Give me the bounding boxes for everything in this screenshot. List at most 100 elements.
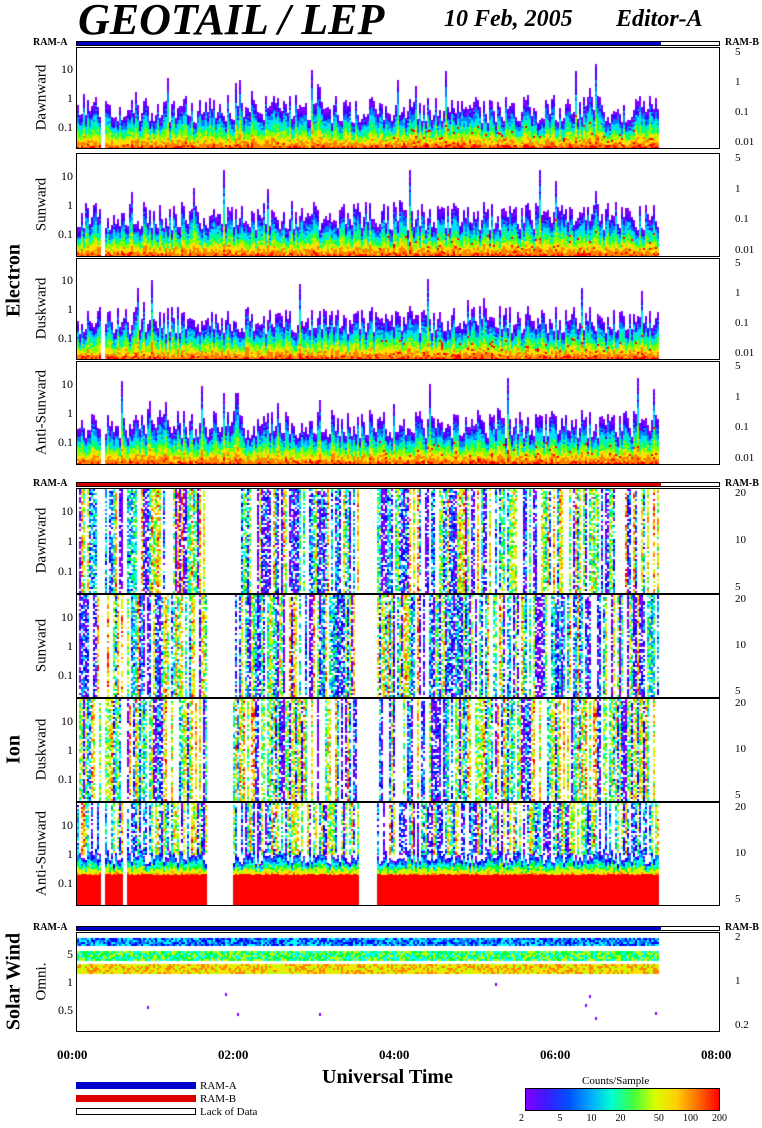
ram-left-label: RAM-A (33, 922, 68, 933)
left-tick-label: 10 (61, 713, 73, 728)
left-tick-label: 1 (67, 198, 73, 212)
left-tick-label: 0.1 (58, 435, 73, 450)
right-tick-label: 5 (735, 152, 741, 164)
date-label: 10 Feb, 2005 (444, 6, 573, 32)
colorbar (525, 1088, 720, 1111)
panel-label: Sunward (33, 618, 50, 673)
right-tick-label: 5 (735, 685, 741, 697)
right-tick-label: 5 (735, 789, 741, 801)
legend-swatch-lack-of-data (76, 1108, 196, 1115)
x-tick-label: 02:00 (218, 1047, 249, 1062)
spectrogram-panel (76, 488, 720, 594)
right-tick-label: 10 (735, 847, 746, 859)
spectrogram-image (77, 259, 719, 359)
colorbar-tick-label: 100 (682, 1113, 698, 1124)
ram-right-label: RAM-B (725, 922, 759, 933)
right-tick-label: 20 (735, 801, 746, 813)
ram-status-bar (76, 482, 720, 487)
colorbar-tick-label: 10 (586, 1113, 597, 1124)
spectrogram-image (77, 699, 719, 801)
ram-left-label: RAM-A (33, 478, 68, 489)
right-tick-label: 0.01 (735, 244, 755, 256)
right-tick-label: 5 (735, 893, 741, 905)
right-tick-label: 1 (735, 975, 741, 987)
ram-right-label: RAM-B (725, 37, 759, 48)
left-tick-label: 5 (67, 947, 73, 961)
left-tick-label: 10 (61, 376, 73, 391)
ram-status-fill (77, 42, 661, 45)
left-tick-label: 0.1 (58, 564, 73, 578)
spectrogram-panel (76, 698, 720, 802)
spectrogram-panel (76, 361, 720, 465)
right-tick-label: 0.2 (735, 1019, 749, 1031)
spectrogram-image (77, 489, 719, 593)
right-tick-label: 10 (735, 534, 746, 546)
left-tick-label: 1 (67, 975, 73, 989)
left-tick-label: 10 (61, 609, 73, 624)
ram-status-fill (77, 927, 661, 930)
page-title: GEOTAIL / LEP (78, 0, 385, 44)
panel-label: Anti-Sunward (33, 811, 50, 896)
left-tick-label: 0.1 (58, 330, 73, 345)
ram-left-label: RAM-A (33, 37, 68, 48)
right-tick-label: 10 (735, 639, 746, 651)
left-tick-label: 0.1 (58, 668, 73, 683)
x-tick-label: 00:00 (57, 1047, 88, 1062)
right-tick-label: 0.1 (735, 317, 749, 329)
right-tick-label: 20 (735, 593, 746, 605)
right-tick-label: 1 (735, 76, 741, 88)
panel-label: Omni. (33, 962, 50, 1001)
right-tick-label: 0.01 (735, 136, 755, 148)
right-tick-label: 0.1 (735, 421, 749, 434)
spectrogram-panel (76, 594, 720, 698)
right-tick-label: 1 (735, 182, 741, 195)
panel-label: Dawnward (33, 507, 50, 574)
right-tick-label: 0.1 (735, 106, 749, 118)
left-tick-label: 1 (67, 91, 73, 105)
left-tick-label: 0.1 (58, 119, 73, 134)
right-tick-label: 1 (735, 390, 741, 403)
ram-right-label: RAM-B (725, 478, 759, 489)
panel-label: Duskward (33, 718, 50, 781)
spectrogram-panel (76, 258, 720, 360)
right-tick-label: 20 (735, 697, 746, 709)
right-tick-label: 20 (735, 487, 746, 499)
left-tick-label: 10 (61, 504, 73, 518)
right-tick-label: 2 (735, 931, 741, 943)
left-tick-label: 0.1 (58, 876, 73, 891)
right-tick-label: 1 (735, 287, 741, 299)
colorbar-tick-label: 2 (519, 1113, 524, 1124)
panel-label: Duskward (33, 277, 50, 340)
panel-label: Anti-Sunward (33, 370, 50, 455)
colorbar-tick-label: 50 (653, 1113, 664, 1124)
left-tick-label: 10 (61, 273, 73, 288)
x-tick-label: 06:00 (540, 1047, 571, 1062)
right-tick-label: 0.01 (735, 347, 755, 359)
legend-swatch-ram-b (76, 1095, 196, 1102)
ram-status-bar (76, 41, 720, 46)
legend-swatch-ram-a (76, 1082, 196, 1089)
spectrogram-image (77, 154, 719, 256)
right-tick-label: 5 (735, 360, 741, 372)
colorbar-tick-label: 20 (615, 1113, 626, 1124)
left-tick-label: 1 (67, 639, 73, 653)
spectrogram-panel (76, 153, 720, 257)
spectrogram-image (77, 933, 719, 1031)
legend-label-lack-of-data: Lack of Data (200, 1106, 258, 1118)
spectrogram-panel (76, 47, 720, 149)
panel-label: Sunward (33, 177, 50, 232)
spectrogram-panel (76, 802, 720, 906)
right-tick-label: 0.01 (735, 452, 755, 464)
group-label: Electron (2, 244, 25, 317)
group-label: Ion (2, 735, 25, 764)
spectrogram-panel (76, 932, 720, 1032)
left-tick-label: 0.1 (58, 772, 73, 787)
left-tick-label: 1 (67, 847, 73, 861)
left-tick-label: 1 (67, 534, 73, 548)
x-tick-label: 08:00 (701, 1047, 732, 1062)
editor-label: Editor-A (616, 6, 703, 32)
right-tick-label: 10 (735, 743, 746, 755)
right-tick-label: 5 (735, 581, 741, 593)
left-tick-label: 0.5 (58, 1003, 73, 1017)
right-tick-label: 0.1 (735, 213, 749, 226)
